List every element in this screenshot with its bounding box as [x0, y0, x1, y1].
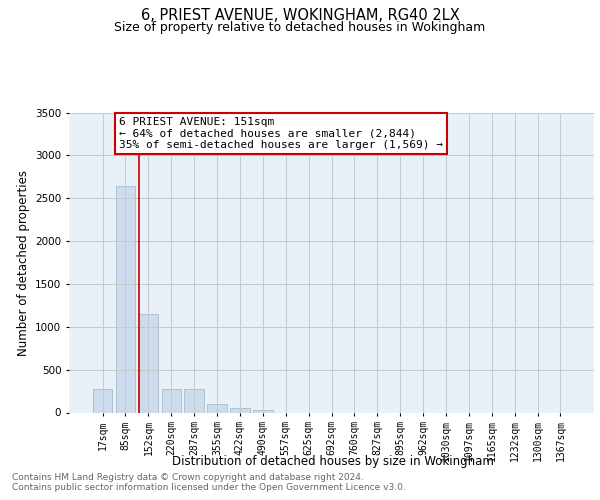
Text: 6 PRIEST AVENUE: 151sqm
← 64% of detached houses are smaller (2,844)
35% of semi: 6 PRIEST AVENUE: 151sqm ← 64% of detache…	[119, 117, 443, 150]
Text: Size of property relative to detached houses in Wokingham: Size of property relative to detached ho…	[115, 21, 485, 34]
Bar	[230, 408, 250, 412]
Text: Contains HM Land Registry data © Crown copyright and database right 2024.: Contains HM Land Registry data © Crown c…	[12, 472, 364, 482]
Text: Contains public sector information licensed under the Open Government Licence v3: Contains public sector information licen…	[12, 484, 406, 492]
Text: Distribution of detached houses by size in Wokingham: Distribution of detached houses by size …	[172, 455, 494, 468]
Y-axis label: Number of detached properties: Number of detached properties	[17, 170, 29, 356]
Bar	[161, 388, 181, 412]
Bar	[208, 404, 227, 412]
Bar	[253, 410, 272, 412]
Text: 6, PRIEST AVENUE, WOKINGHAM, RG40 2LX: 6, PRIEST AVENUE, WOKINGHAM, RG40 2LX	[140, 8, 460, 22]
Bar	[116, 186, 135, 412]
Bar	[93, 390, 112, 412]
Bar	[184, 388, 204, 412]
Bar	[139, 314, 158, 412]
